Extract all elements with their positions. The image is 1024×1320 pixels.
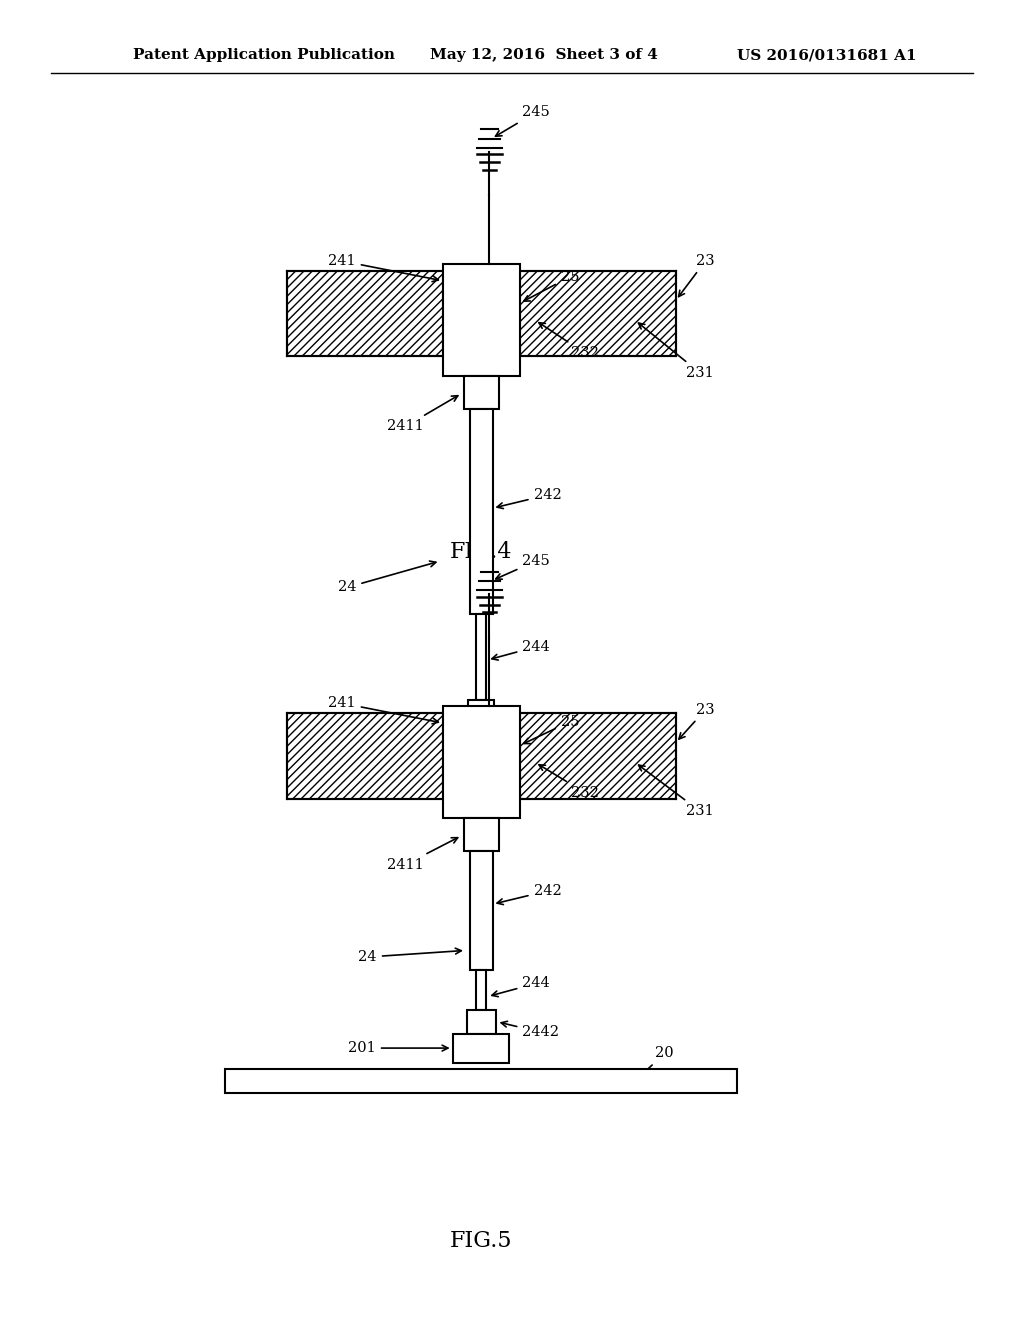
Bar — [287, 271, 442, 356]
Text: 2411: 2411 — [387, 838, 458, 871]
Bar — [442, 264, 519, 376]
Text: 242: 242 — [497, 884, 561, 904]
Bar — [470, 409, 493, 614]
Text: 232: 232 — [539, 322, 599, 360]
Text: 244: 244 — [492, 640, 550, 660]
Text: 232: 232 — [539, 764, 599, 800]
Text: Patent Application Publication: Patent Application Publication — [133, 49, 395, 62]
Text: 23: 23 — [679, 702, 715, 739]
Bar — [442, 706, 519, 818]
Bar — [519, 713, 676, 799]
Text: 24: 24 — [338, 561, 436, 594]
Text: 24: 24 — [358, 948, 461, 964]
Text: 25: 25 — [524, 714, 580, 743]
Bar — [519, 271, 676, 356]
Bar — [468, 700, 494, 726]
Bar — [287, 713, 442, 799]
Bar — [464, 376, 499, 409]
Text: 241: 241 — [329, 253, 438, 281]
Bar — [476, 614, 486, 700]
Text: 245: 245 — [496, 554, 550, 579]
Text: 2442: 2442 — [501, 1022, 559, 1039]
Text: 20: 20 — [638, 1047, 674, 1078]
Text: 23: 23 — [679, 253, 715, 297]
Bar — [467, 1010, 496, 1034]
Text: 231: 231 — [639, 766, 714, 818]
Text: 242: 242 — [497, 488, 561, 508]
Text: FIG.5: FIG.5 — [450, 1230, 513, 1251]
Text: US 2016/0131681 A1: US 2016/0131681 A1 — [737, 49, 916, 62]
Text: 231: 231 — [639, 323, 714, 380]
Text: May 12, 2016  Sheet 3 of 4: May 12, 2016 Sheet 3 of 4 — [430, 49, 658, 62]
Text: 25: 25 — [524, 269, 580, 301]
Text: 2411: 2411 — [387, 396, 458, 433]
Bar — [470, 851, 493, 970]
Text: 245: 245 — [496, 106, 550, 136]
Text: 201: 201 — [348, 1041, 447, 1055]
Text: 241: 241 — [329, 696, 438, 723]
Bar — [464, 818, 499, 851]
Bar — [453, 1034, 509, 1063]
Bar — [476, 970, 486, 1010]
Text: FIG.4: FIG.4 — [450, 541, 513, 562]
Text: 244: 244 — [492, 977, 550, 997]
Bar — [225, 1069, 737, 1093]
